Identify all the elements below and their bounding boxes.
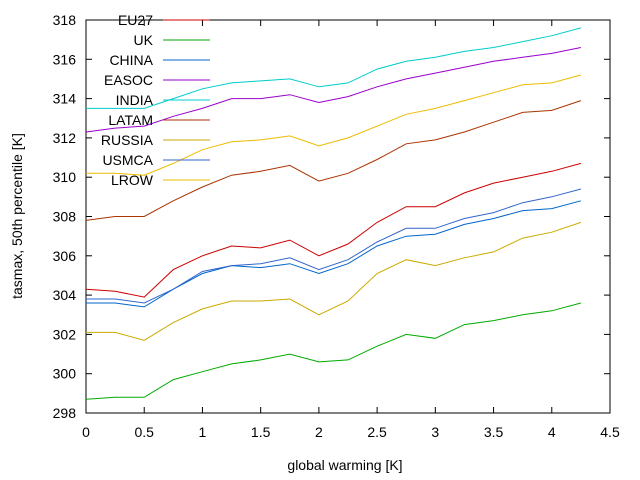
series-line-latam	[85, 100, 582, 221]
legend-label-lrow: LROW	[111, 172, 154, 188]
y-tick-label: 312	[53, 130, 77, 146]
x-axis-label: global warming [K]	[287, 457, 402, 473]
series-line-uk	[85, 302, 582, 400]
y-tick-label: 306	[53, 248, 77, 264]
x-tick-label: 4.5	[600, 424, 620, 440]
series-line-lrow	[86, 74, 582, 176]
legend-label-usmca: USMCA	[102, 152, 153, 168]
y-tick-label: 298	[53, 405, 77, 421]
y-axis-ticks: 298 300 302 304 306 308 310 312 314 316 318	[53, 12, 610, 421]
series-line-china	[86, 200, 582, 308]
series-line-usmca	[86, 188, 582, 304]
y-tick-label: 304	[53, 287, 77, 303]
x-tick-label: 3	[431, 424, 439, 440]
series-line-russia	[86, 221, 582, 341]
legend-label-easoc: EASOC	[104, 72, 153, 88]
y-tick-label: 318	[53, 12, 77, 28]
series-line-easoc	[85, 47, 581, 133]
x-tick-label: 1.5	[251, 424, 271, 440]
x-tick-label: 0.5	[134, 424, 154, 440]
series-lines	[85, 27, 582, 400]
x-tick-label: 2.5	[367, 424, 387, 440]
x-tick-label: 3.5	[484, 424, 504, 440]
plot-border	[85, 19, 611, 414]
series-line-india	[86, 27, 582, 109]
y-tick-label: 314	[53, 91, 77, 107]
legend-label-eu27: EU27	[118, 12, 153, 28]
x-tick-label: 2	[315, 424, 323, 440]
plot-frame	[85, 19, 611, 414]
x-tick-label: 0	[82, 424, 90, 440]
legend-label-latam: LATAM	[108, 112, 153, 128]
y-tick-label: 300	[53, 366, 77, 382]
legend-label-uk: UK	[134, 32, 154, 48]
y-tick-label: 310	[53, 169, 77, 185]
y-tick-label: 308	[53, 209, 77, 225]
y-axis-label: tasmax, 50th percentile [K]	[9, 133, 25, 299]
y-tick-label: 316	[53, 51, 77, 67]
y-tick-label: 302	[53, 326, 77, 342]
series-line-eu27	[85, 162, 582, 298]
x-tick-label: 1	[199, 424, 207, 440]
legend: EU27 UK CHINA EASOC INDIA LATAM RUSSIA USMCA LRO…	[101, 12, 210, 188]
x-tick-label: 4	[548, 424, 556, 440]
legend-label-india: INDIA	[116, 92, 154, 108]
legend-label-russia: RUSSIA	[101, 132, 154, 148]
x-axis-ticks: 0 0.5 1 1.5 2 2.5 3 3.5 4 4.5	[82, 20, 620, 440]
legend-label-china: CHINA	[109, 52, 153, 68]
